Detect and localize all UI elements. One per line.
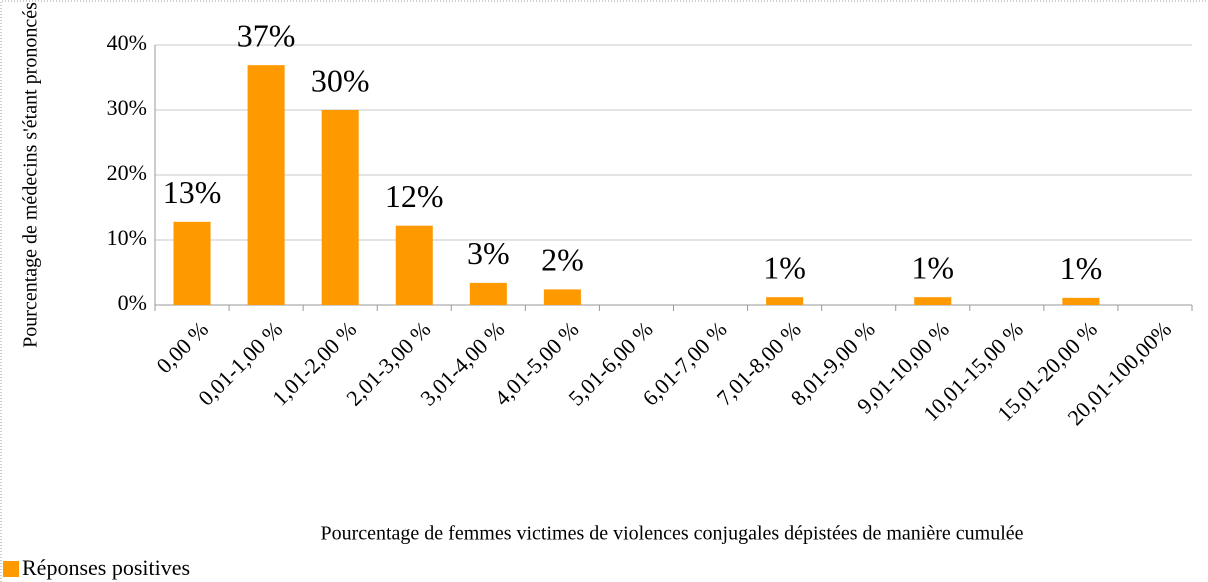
legend-swatch xyxy=(3,561,19,577)
y-tick-label: 0% xyxy=(118,290,147,315)
y-tick-label: 10% xyxy=(107,225,147,250)
bar xyxy=(766,297,804,305)
value-label: 2% xyxy=(541,242,584,278)
value-label: 3% xyxy=(467,235,510,271)
bar xyxy=(914,297,952,305)
bar xyxy=(1062,297,1100,305)
bar xyxy=(321,110,359,305)
y-tick-label: 40% xyxy=(107,30,147,55)
legend-label: Réponses positives xyxy=(22,555,190,580)
value-label: 13% xyxy=(163,174,222,210)
value-label: 1% xyxy=(1060,250,1103,286)
bar xyxy=(543,289,581,305)
y-axis-label: Pourcentage de médecins s'étant prononcé… xyxy=(20,2,42,348)
bar xyxy=(395,225,433,305)
bar xyxy=(469,282,507,305)
x-tick-label: 0,00 % xyxy=(151,316,213,378)
x-axis-label: Pourcentage de femmes victimes de violen… xyxy=(320,523,1023,545)
value-label: 30% xyxy=(311,62,370,98)
bar xyxy=(247,65,285,306)
value-label: 1% xyxy=(763,250,806,286)
y-tick-label: 20% xyxy=(107,160,147,185)
value-label: 12% xyxy=(385,178,444,214)
value-label: 37% xyxy=(237,17,296,53)
bar xyxy=(173,221,211,305)
value-label: 1% xyxy=(911,250,954,286)
y-tick-label: 30% xyxy=(107,95,147,120)
